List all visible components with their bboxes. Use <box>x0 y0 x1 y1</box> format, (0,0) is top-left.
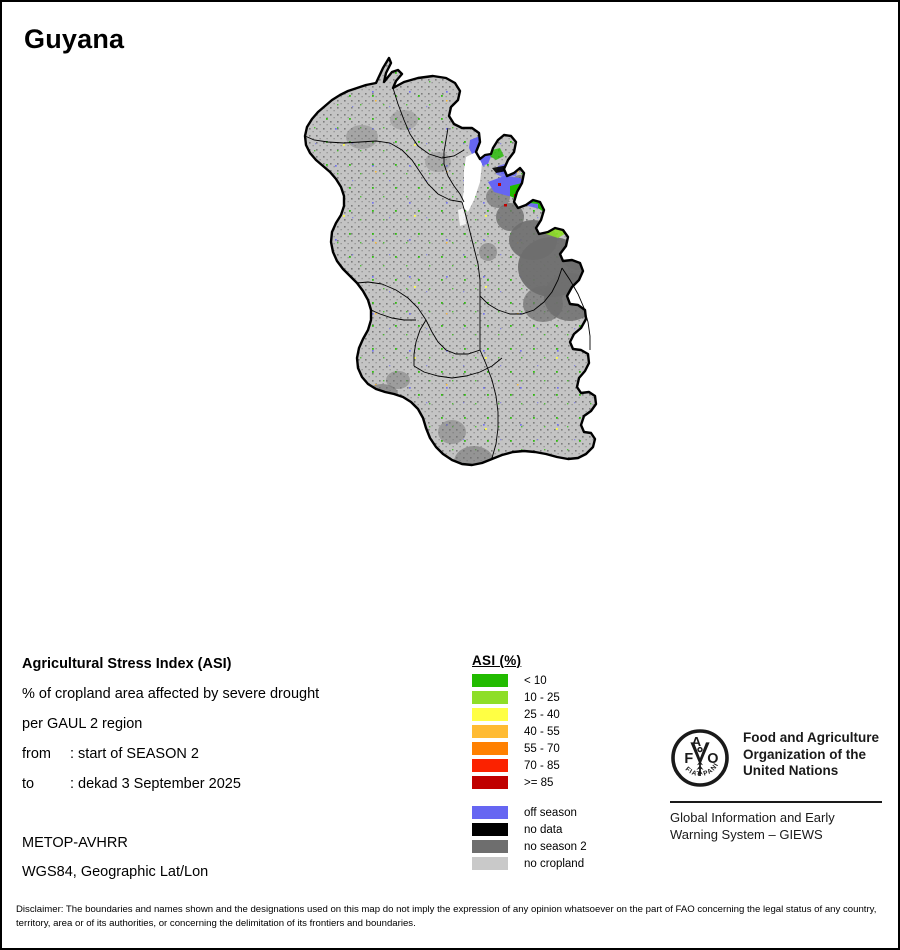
giews-subtitle: Global Information and Early Warning Sys… <box>670 810 885 844</box>
legend-swatch-off-season <box>472 806 508 819</box>
legend-swatch-no-cropland <box>472 857 508 870</box>
legend-item: off season <box>472 804 652 821</box>
legend-item: 70 - 85 <box>472 757 652 774</box>
legend-item: 10 - 25 <box>472 689 652 706</box>
page-title: Guyana <box>24 24 125 54</box>
legend-item: 25 - 40 <box>472 706 652 723</box>
fao-divider <box>670 801 882 803</box>
guyana-asi-map[interactable] <box>252 42 672 642</box>
country-outline <box>303 56 598 467</box>
svg-text:O: O <box>707 751 718 767</box>
svg-text:F: F <box>684 751 693 767</box>
legend-label-no-cropland: no cropland <box>524 857 585 870</box>
legend-item: no data <box>472 821 652 838</box>
legend-label-40-55: 40 - 55 <box>524 725 560 738</box>
legend-label-25-40: 25 - 40 <box>524 708 560 721</box>
legend-label-off-season: off season <box>524 806 577 819</box>
legend-swatch-40-55 <box>472 725 508 738</box>
legend-label-no-data: no data <box>524 823 563 836</box>
fao-org-line-3: United Nations <box>743 763 839 779</box>
legend-label-55-70: 55 - 70 <box>524 742 560 755</box>
info-subtitle: % of cropland area affected by severe dr… <box>22 686 320 702</box>
info-heading: Agricultural Stress Index (ASI) <box>22 656 232 672</box>
legend-item: >= 85 <box>472 774 652 791</box>
fao-org-line-1: Food and Agriculture <box>743 730 879 745</box>
fao-emblem-icon: F A O FIAT PANIS <box>667 723 730 793</box>
fao-organization-name: Food and Agriculture Organization of the… <box>743 728 879 780</box>
legend-title: ASI (%) <box>472 653 522 668</box>
legend-item: no cropland <box>472 855 652 872</box>
info-region-level: per GAUL 2 region <box>22 716 143 732</box>
svg-text:A: A <box>692 734 702 749</box>
info-from-value: : start of SEASON 2 <box>70 746 199 762</box>
sensor-label: METOP-AVHRR <box>22 835 128 851</box>
fao-org-line-2: Organization of the <box>743 746 866 762</box>
info-from-label: from <box>22 746 51 762</box>
legend-swatch-no-data <box>472 823 508 836</box>
legend-label-no-season2: no season 2 <box>524 840 587 853</box>
legend-swatch-gte85 <box>472 776 508 789</box>
legend-swatch-55-70 <box>472 742 508 755</box>
legend-item: no season 2 <box>472 838 652 855</box>
fao-logo-svg: F A O FIAT PANIS <box>667 723 729 787</box>
map-info-block: Agricultural Stress Index (ASI) % of cro… <box>22 657 442 807</box>
projection-label: WGS84, Geographic Lat/Lon <box>22 864 209 880</box>
fao-branding: F A O FIAT PANIS Food and Agriculture Or… <box>667 723 885 844</box>
fao-logo-row: F A O FIAT PANIS Food and Agriculture Or… <box>667 723 885 793</box>
legend-swatch-no-season2 <box>472 840 508 853</box>
map-source-block: METOP-AVHRR WGS84, Geographic Lat/Lon <box>22 835 208 893</box>
legend-swatch-25-40 <box>472 708 508 721</box>
legend-label-gte85: >= 85 <box>524 776 554 789</box>
legend-label-lt10: < 10 <box>524 674 547 687</box>
info-to-row: to : dekad 3 September 2025 <box>22 777 442 807</box>
legend-label-70-85: 70 - 85 <box>524 759 560 772</box>
info-to-label: to <box>22 776 35 792</box>
legend-item: 55 - 70 <box>472 740 652 757</box>
legend-swatch-lt10 <box>472 674 508 687</box>
legend-item: < 10 <box>472 672 652 689</box>
legend-spacer <box>472 791 652 804</box>
map-svg <box>303 56 598 467</box>
legend-label-10-25: 10 - 25 <box>524 691 560 704</box>
giews-line-2: Warning System – GIEWS <box>670 826 823 842</box>
legend-swatch-10-25 <box>472 691 508 704</box>
legend-item: 40 - 55 <box>472 723 652 740</box>
region-boundaries <box>304 87 591 459</box>
legend-swatch-70-85 <box>472 759 508 772</box>
info-from-row: from : start of SEASON 2 <box>22 747 442 777</box>
info-to-value: : dekad 3 September 2025 <box>70 776 241 792</box>
giews-line-1: Global Information and Early <box>670 810 835 825</box>
asi-legend: ASI (%) < 10 10 - 25 25 - 40 40 - 55 55 … <box>472 653 652 872</box>
map-raster <box>305 58 596 465</box>
disclaimer-text: Disclaimer: The boundaries and names sho… <box>16 904 877 929</box>
